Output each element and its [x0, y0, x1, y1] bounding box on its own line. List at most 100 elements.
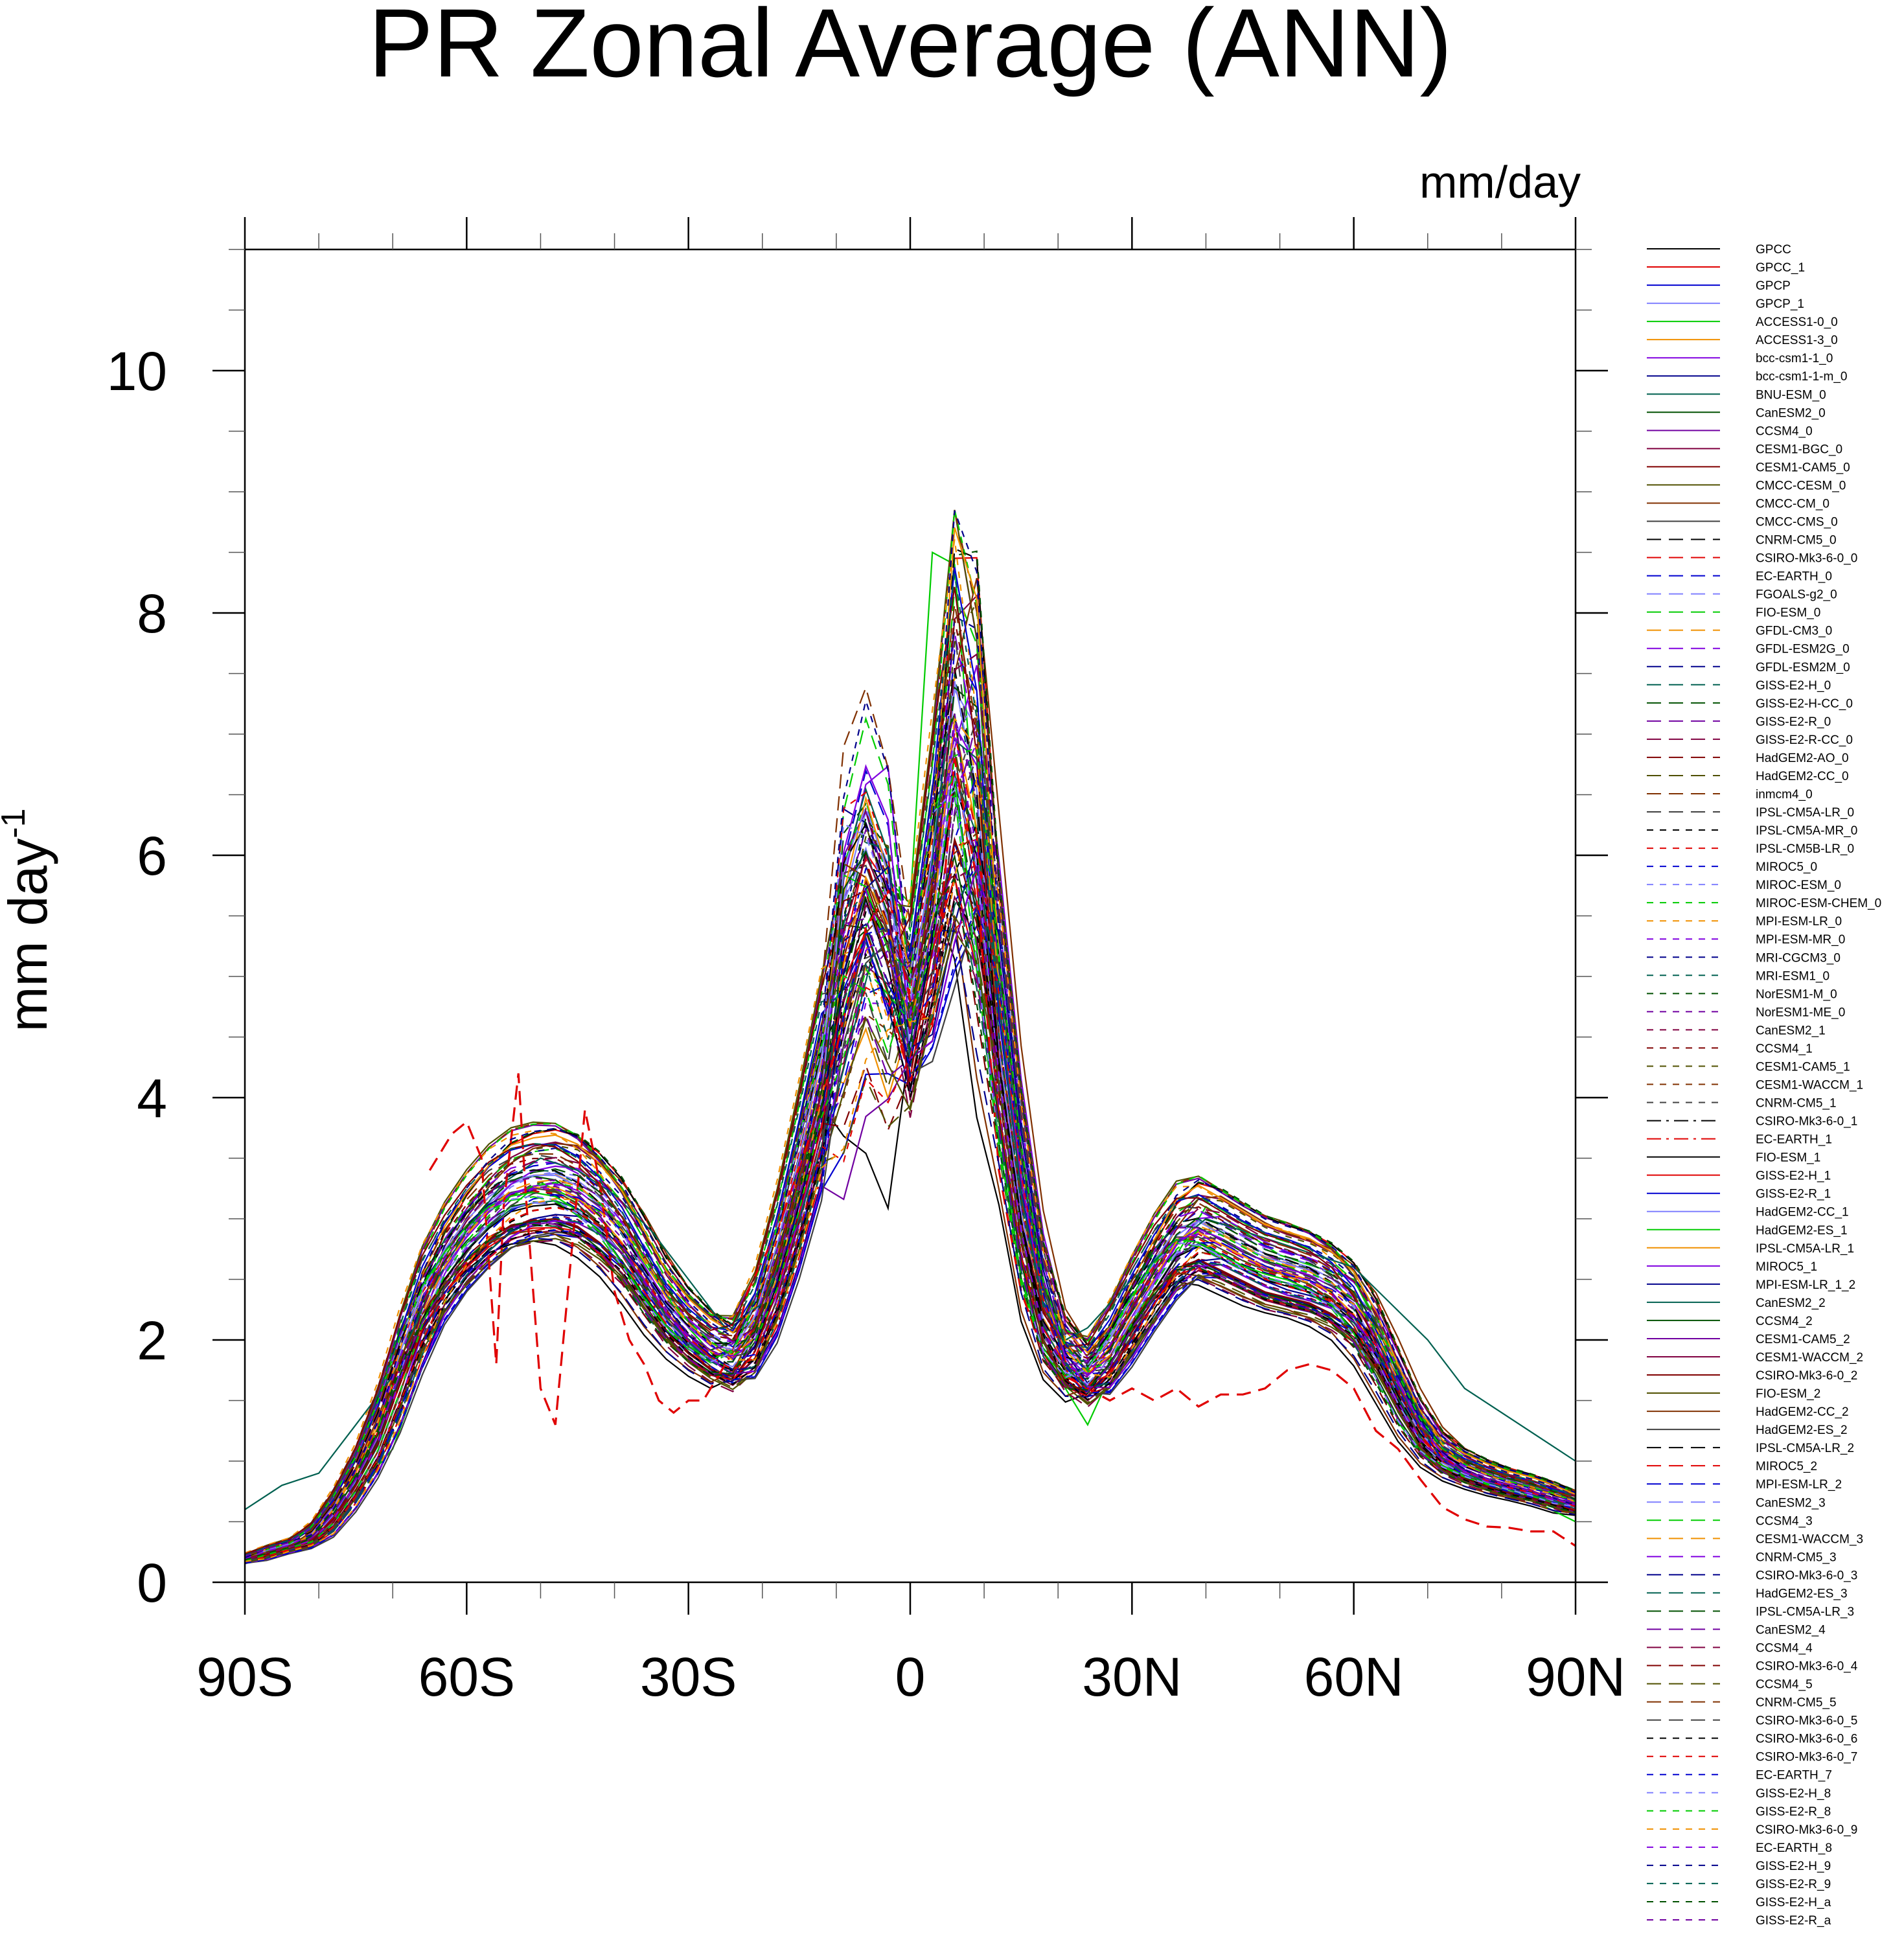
legend-label: MPI-ESM-LR_1_2 — [1756, 1278, 1855, 1292]
legend-label: HadGEM2-AO_0 — [1756, 752, 1849, 765]
legend-label: IPSL-CM5A-LR_2 — [1756, 1442, 1854, 1455]
series-line-hadgem2-cc_0 — [244, 747, 1576, 1560]
legend-label: NorESM1-M_0 — [1756, 987, 1837, 1001]
legend-label: CSIRO-Mk3-6-0_3 — [1756, 1569, 1857, 1582]
legend-label: HadGEM2-CC_1 — [1756, 1206, 1849, 1219]
x-tick-label: 30N — [1082, 1646, 1182, 1707]
legend-label: GISS-E2-H_9 — [1756, 1860, 1831, 1873]
series-line-giss-e2-h_a — [244, 877, 1576, 1561]
legend-label: IPSL-CM5A-LR_3 — [1756, 1605, 1854, 1619]
legend-label: CCSM4_0 — [1756, 424, 1813, 438]
legend-label: CNRM-CM5_1 — [1756, 1097, 1837, 1111]
legend-label: CMCC-CESM_0 — [1756, 479, 1846, 492]
series-line-csiro-mk3-6-0_9 — [244, 778, 1576, 1562]
legend-label: HadGEM2-ES_3 — [1756, 1587, 1848, 1600]
legend-label: MRI-CGCM3_0 — [1756, 951, 1841, 965]
series-line-giss-e2-r_0 — [244, 720, 1576, 1562]
legend-label: FIO-ESM_0 — [1756, 606, 1820, 620]
x-tick-label: 90N — [1526, 1646, 1625, 1707]
legend-label: FGOALS-g2_0 — [1756, 588, 1837, 602]
series-line-cnrm-cm5_1 — [244, 718, 1576, 1562]
series-line-miroc5_2 — [428, 758, 1576, 1547]
y-tick-label: 6 — [137, 825, 167, 886]
legend-label: GFDL-CM3_0 — [1756, 625, 1832, 638]
svg-text:mm day-1: mm day-1 — [0, 809, 58, 1032]
legend-label: MPI-ESM-LR_2 — [1756, 1478, 1842, 1492]
series-line-csiro-mk3-6-0_5 — [244, 757, 1576, 1562]
series-line-miroc-esm_0 — [244, 698, 1576, 1561]
legend-label: IPSL-CM5A-LR_0 — [1756, 806, 1854, 820]
legend-label: GPCC — [1756, 243, 1791, 257]
legend-label: CSIRO-Mk3-6-0_1 — [1756, 1115, 1857, 1129]
series-line-fgoals-g2_0 — [244, 794, 1576, 1560]
legend: GPCC GPCC_1 GPCP GPCP_1 ACCESS1-0_0 ACCESS1-3… — [1647, 243, 1881, 1928]
series-line-cnrm-cm5_5 — [244, 603, 1576, 1558]
legend-label: MPI-ESM-LR_0 — [1756, 915, 1842, 929]
series-line-giss-e2-h_9 — [244, 510, 1576, 1559]
legend-label: IPSL-CM5B-LR_0 — [1756, 842, 1854, 856]
legend-label: GPCP — [1756, 279, 1791, 293]
series-line-mpi-esm-lr_0 — [244, 539, 1576, 1554]
series-line-canesm2_2 — [244, 732, 1576, 1510]
x-tick-label: 30S — [640, 1646, 737, 1707]
series-line-csiro-mk3-6-0_3 — [244, 923, 1576, 1562]
legend-label: GFDL-ESM2G_0 — [1756, 643, 1850, 656]
legend-label: GISS-E2-R_1 — [1756, 1188, 1831, 1201]
legend-label: CSIRO-Mk3-6-0_5 — [1756, 1714, 1857, 1728]
series-lines — [244, 509, 1576, 1565]
series-line-bcc-csm1-1_0 — [244, 665, 1576, 1561]
legend-label: EC-EARTH_1 — [1756, 1133, 1832, 1147]
legend-label: CESM1-CAM5_0 — [1756, 461, 1850, 474]
x-tick-label: 0 — [895, 1646, 926, 1707]
legend-label: CanESM2_4 — [1756, 1623, 1826, 1637]
legend-label: FIO-ESM_2 — [1756, 1387, 1820, 1401]
x-tick-label: 90S — [196, 1646, 293, 1707]
legend-label: MIROC5_2 — [1756, 1460, 1817, 1473]
legend-label: CSIRO-Mk3-6-0_6 — [1756, 1733, 1857, 1746]
series-line-mpi-esm-mr_0 — [244, 740, 1576, 1562]
series-line-cesm1-waccm_3 — [244, 716, 1576, 1562]
series-line-gfdl-cm3_0 — [244, 676, 1576, 1560]
legend-label: MIROC-ESM_0 — [1756, 879, 1841, 892]
series-line-hadgem2-cc_1 — [244, 680, 1576, 1560]
legend-label: CCSM4_4 — [1756, 1642, 1813, 1655]
legend-label: MPI-ESM-MR_0 — [1756, 933, 1845, 947]
legend-label: CESM1-WACCM_3 — [1756, 1532, 1863, 1546]
legend-label: bcc-csm1-1_0 — [1756, 352, 1833, 365]
legend-label: HadGEM2-ES_1 — [1756, 1224, 1848, 1238]
y-tick-label: 10 — [107, 341, 167, 402]
legend-label: GISS-E2-R_9 — [1756, 1878, 1831, 1891]
legend-label: GISS-E2-R_a — [1756, 1914, 1831, 1928]
legend-label: CanESM2_1 — [1756, 1024, 1826, 1037]
legend-label: CCSM4_1 — [1756, 1042, 1813, 1056]
x-tick-label: 60S — [419, 1646, 515, 1707]
series-line-access1-3_0 — [244, 725, 1576, 1560]
legend-label: MIROC5_1 — [1756, 1260, 1817, 1274]
legend-label: GPCC_1 — [1756, 261, 1805, 275]
series-line-giss-e2-h_0 — [244, 874, 1576, 1562]
legend-label: CMCC-CMS_0 — [1756, 515, 1838, 529]
series-line-ipsl-cm5a-lr_2 — [244, 667, 1576, 1558]
legend-label: GISS-E2-R-CC_0 — [1756, 733, 1853, 747]
series-line-ec-earth_8 — [244, 734, 1576, 1560]
legend-label: CNRM-CM5_0 — [1756, 534, 1837, 548]
series-line-miroc5_1 — [244, 722, 1576, 1562]
legend-label: EC-EARTH_7 — [1756, 1769, 1832, 1782]
series-line-ccsm4_3 — [244, 794, 1576, 1557]
legend-label: CNRM-CM5_3 — [1756, 1551, 1837, 1564]
series-line-cesm1-waccm_1 — [244, 831, 1576, 1563]
legend-label: EC-EARTH_0 — [1756, 570, 1832, 584]
series-line-hadgem2-es_3 — [244, 842, 1576, 1563]
legend-label: CCSM4_2 — [1756, 1315, 1813, 1328]
series-line-ec-earth_7 — [244, 904, 1576, 1564]
legend-label: CCSM4_3 — [1756, 1514, 1813, 1528]
legend-label: inmcm4_0 — [1756, 788, 1813, 802]
y-axis-label-text: mm day — [0, 838, 58, 1032]
legend-label: GPCP_1 — [1756, 297, 1804, 311]
legend-label: IPSL-CM5A-LR_1 — [1756, 1242, 1854, 1256]
legend-label: CanESM2_2 — [1756, 1297, 1826, 1310]
axes: 90S 60S 30S 0 30N 60N 90N 0 2 4 6 8 10 — [107, 217, 1625, 1707]
series-line-giss-e2-h-cc_0 — [244, 791, 1576, 1560]
series-line-canesm2_1 — [244, 862, 1576, 1563]
